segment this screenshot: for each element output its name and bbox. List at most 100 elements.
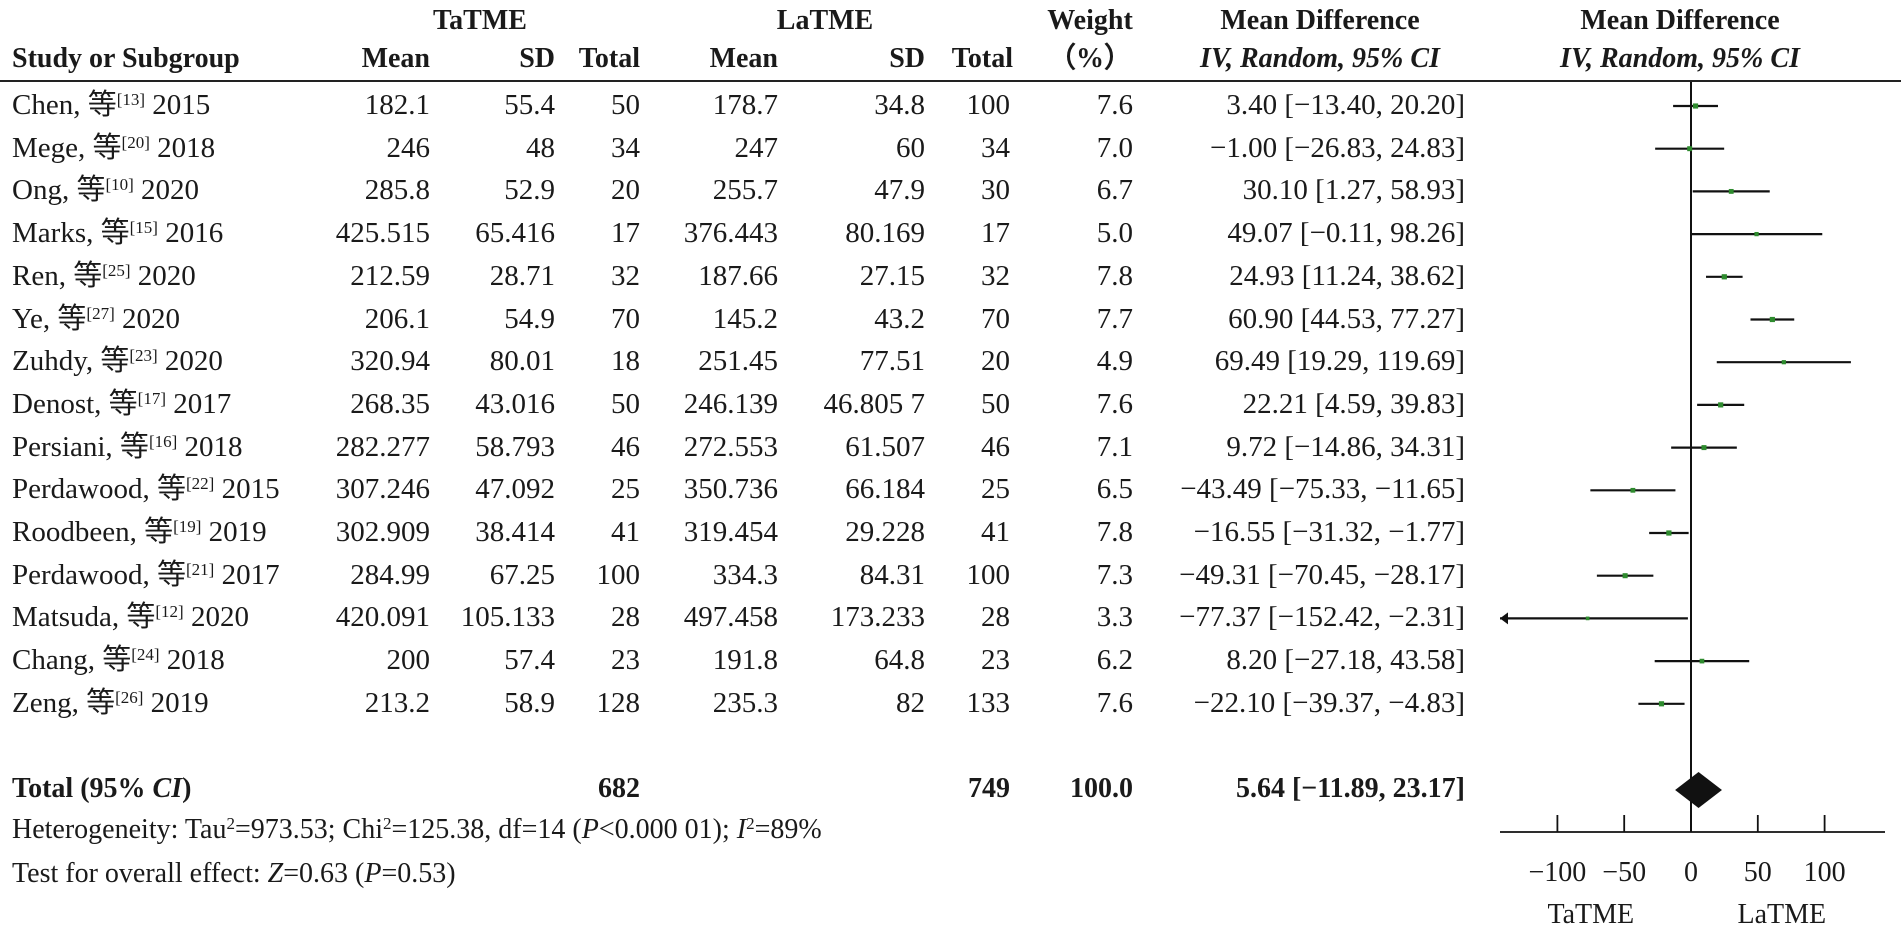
mean1-value: 282.277 bbox=[335, 430, 430, 463]
sd2-header: SD bbox=[889, 43, 925, 74]
mean1-value: 420.091 bbox=[335, 601, 430, 634]
effect-marker bbox=[1781, 360, 1786, 365]
weight-value: 7.7 bbox=[1096, 302, 1133, 335]
effect-marker bbox=[1666, 530, 1672, 536]
effect-marker bbox=[1692, 103, 1699, 109]
effect-marker bbox=[1721, 274, 1727, 280]
mean2-value: 272.553 bbox=[683, 430, 778, 463]
mean2-value: 145.2 bbox=[712, 302, 778, 335]
effect-marker bbox=[1728, 188, 1734, 194]
plot-title-header: Mean Difference bbox=[1580, 5, 1780, 36]
ci-value: −1.00 [−26.83, 24.83] bbox=[1209, 131, 1465, 164]
sd1-value: 38.414 bbox=[475, 516, 555, 548]
ci-value: 9.72 [−14.86, 34.31] bbox=[1226, 430, 1465, 463]
total1-value: 46 bbox=[611, 430, 640, 463]
mean2-value: 246.139 bbox=[683, 387, 778, 420]
weight-value: 6.7 bbox=[1096, 174, 1133, 207]
ci-value: −49.31 [−70.45, −28.17] bbox=[1179, 558, 1465, 591]
total2-value: 34 bbox=[981, 131, 1010, 164]
total2-value: 100 bbox=[966, 558, 1011, 591]
effect-marker bbox=[1658, 701, 1665, 707]
md-title-header: Mean Difference bbox=[1220, 5, 1420, 36]
sd2-value: 82 bbox=[896, 686, 925, 719]
study-label: Ong, 等[10] 2020 bbox=[12, 174, 200, 207]
sd1-value: 54.9 bbox=[504, 302, 555, 335]
ci-value: 69.49 [19.29, 119.69] bbox=[1214, 345, 1465, 378]
study-label: Zeng, 等[26] 2019 bbox=[12, 686, 209, 719]
total1-value: 50 bbox=[611, 89, 640, 121]
mean2-value: 251.45 bbox=[698, 345, 778, 378]
mean2-header: Mean bbox=[709, 43, 778, 74]
study-label: Chang, 等[24] 2018 bbox=[12, 644, 225, 677]
effect-marker bbox=[1687, 146, 1693, 152]
mean2-value: 235.3 bbox=[712, 686, 778, 719]
ci-arrow bbox=[1500, 612, 1508, 625]
md-method-header: IV, Random, 95% CI bbox=[1200, 43, 1440, 74]
sd2-value: 43.2 bbox=[874, 302, 925, 335]
sd2-value: 47.9 bbox=[874, 174, 925, 207]
study-header: Study or Subgroup bbox=[12, 43, 240, 74]
mean2-value: 255.7 bbox=[712, 174, 778, 207]
total2-sum: 749 bbox=[968, 773, 1010, 804]
total1-value: 17 bbox=[611, 217, 640, 250]
heterogeneity-line: Heterogeneity: Tau2=973.53; Chi2=125.38,… bbox=[12, 814, 822, 845]
ci-value: 24.93 [11.24, 38.62] bbox=[1229, 259, 1465, 292]
sd1-value: 48 bbox=[526, 131, 555, 164]
weight-value: 3.3 bbox=[1096, 601, 1133, 634]
total1-value: 18 bbox=[611, 345, 640, 378]
mean2-value: 334.3 bbox=[712, 558, 778, 591]
sd2-value: 173.233 bbox=[830, 601, 925, 634]
sd2-value: 66.184 bbox=[845, 473, 925, 506]
study-label: Chen, 等[13] 2015 bbox=[12, 89, 211, 121]
total-ci: 5.64 [−11.89, 23.17] bbox=[1235, 773, 1465, 804]
total1-value: 32 bbox=[611, 259, 640, 292]
mean2-value: 376.443 bbox=[683, 217, 778, 250]
ci-value: −43.49 [−75.33, −11.65] bbox=[1180, 473, 1465, 506]
mean2-value: 350.736 bbox=[683, 473, 778, 506]
mean2-value: 497.458 bbox=[683, 601, 778, 634]
effect-marker bbox=[1701, 445, 1707, 451]
ci-value: 49.07 [−0.11, 98.26] bbox=[1227, 217, 1465, 250]
mean1-value: 212.59 bbox=[350, 259, 430, 292]
mean1-value: 206.1 bbox=[364, 302, 430, 335]
weight-value: 7.0 bbox=[1096, 131, 1133, 164]
mean1-value: 285.8 bbox=[364, 174, 430, 207]
mean1-value: 307.246 bbox=[335, 473, 430, 506]
weight-value: 7.8 bbox=[1096, 516, 1133, 548]
weight-value: 5.0 bbox=[1096, 217, 1133, 250]
total1-value: 28 bbox=[611, 601, 640, 634]
mean1-value: 182.1 bbox=[364, 89, 430, 121]
mean2-value: 191.8 bbox=[712, 644, 778, 677]
sd2-value: 61.507 bbox=[845, 430, 925, 463]
group1-header: TaTME bbox=[433, 5, 527, 36]
mean1-value: 320.94 bbox=[350, 345, 430, 378]
weight-value: 7.8 bbox=[1096, 259, 1133, 292]
mean1-value: 213.2 bbox=[364, 686, 430, 719]
study-label: Marks, 等[15] 2016 bbox=[12, 217, 224, 250]
mean1-value: 200 bbox=[386, 644, 431, 677]
x-tick-label: 100 bbox=[1804, 857, 1846, 888]
sd2-value: 27.15 bbox=[859, 259, 925, 292]
effect-marker bbox=[1630, 487, 1636, 493]
total2-value: 50 bbox=[981, 387, 1010, 420]
mean2-value: 247 bbox=[734, 131, 779, 164]
effect-marker bbox=[1769, 316, 1775, 323]
forest-table: TaTME LaTME Weight Mean Difference Mean Diff… bbox=[12, 5, 1800, 804]
sd2-value: 77.51 bbox=[859, 345, 925, 378]
weight-header: Weight bbox=[1047, 5, 1133, 36]
total2-header: Total bbox=[951, 43, 1013, 74]
sd1-value: 47.092 bbox=[475, 473, 555, 506]
study-label: Ren, 等[25] 2020 bbox=[12, 259, 196, 292]
weight-value: 6.5 bbox=[1096, 473, 1133, 506]
weight-value: 7.6 bbox=[1096, 387, 1133, 420]
total2-value: 32 bbox=[981, 259, 1010, 292]
sd1-value: 67.25 bbox=[489, 558, 555, 591]
ci-value: 30.10 [1.27, 58.93] bbox=[1242, 174, 1465, 207]
study-label: Zuhdy, 等[23] 2020 bbox=[12, 345, 223, 378]
mean2-value: 319.454 bbox=[683, 516, 778, 548]
total2-value: 133 bbox=[966, 686, 1011, 719]
study-label: Perdawood, 等[21] 2017 bbox=[12, 558, 280, 591]
total-label: Total (95% CI) bbox=[12, 773, 192, 804]
x-tick-label: 0 bbox=[1684, 857, 1698, 888]
total2-value: 20 bbox=[981, 345, 1010, 378]
